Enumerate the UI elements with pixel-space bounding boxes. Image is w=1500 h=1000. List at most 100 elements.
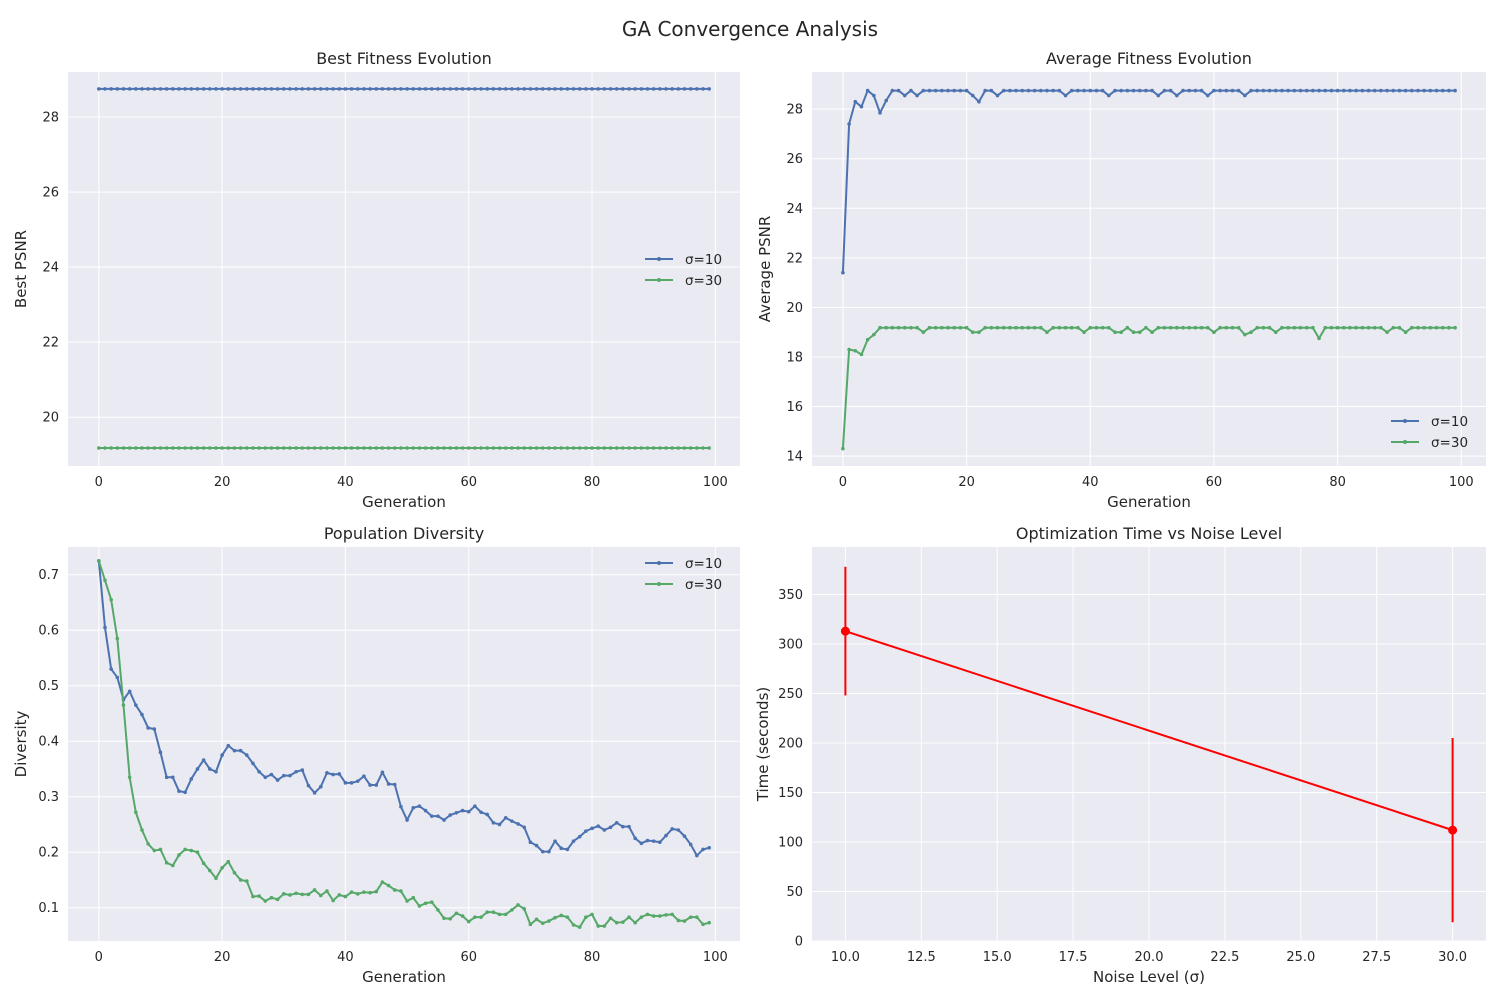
data-point (207, 767, 212, 771)
data-point (1453, 88, 1457, 93)
data-point (1131, 330, 1136, 334)
data-point (318, 446, 323, 450)
x-axis-label: Generation (1107, 493, 1191, 511)
data-point (127, 87, 132, 91)
data-point (134, 446, 138, 450)
data-point (952, 88, 957, 93)
data-point (121, 703, 126, 707)
data-point (1298, 325, 1303, 330)
data-point (109, 87, 113, 91)
data-point (559, 446, 564, 450)
data-point (995, 93, 1000, 98)
data-point (269, 772, 274, 777)
data-point (1409, 325, 1414, 330)
data-point (522, 87, 527, 91)
data-point (896, 88, 901, 93)
data-point (584, 829, 588, 833)
data-point (300, 768, 305, 772)
data-point (1317, 336, 1321, 341)
data-point (970, 93, 975, 98)
data-point (1267, 325, 1272, 330)
data-point (127, 689, 132, 694)
data-point (127, 446, 132, 450)
legend-marker (1403, 440, 1407, 444)
data-point (1038, 88, 1043, 93)
x-tick-label: 100 (703, 475, 728, 490)
data-point (590, 912, 594, 917)
data-point (1168, 325, 1173, 330)
data-point (115, 675, 120, 680)
data-point (380, 770, 385, 775)
data-point (152, 848, 157, 853)
data-point (627, 87, 631, 91)
data-point (1354, 325, 1358, 330)
data-point (1261, 88, 1266, 93)
data-point (1416, 88, 1420, 93)
data-point (639, 446, 644, 450)
data-point (1236, 88, 1241, 93)
data-point (1329, 325, 1334, 330)
data-point (577, 925, 582, 929)
data-point (510, 819, 514, 823)
data-point (306, 87, 311, 91)
data-point (670, 87, 674, 91)
data-point (1286, 325, 1290, 330)
data-point (127, 775, 132, 780)
data-point (263, 446, 268, 450)
data-point (596, 446, 601, 450)
data-point (670, 827, 674, 831)
data-point (682, 446, 687, 450)
data-point (1144, 325, 1148, 330)
data-point (146, 87, 150, 91)
data-point (840, 626, 850, 636)
data-point (1187, 88, 1191, 93)
time-line (845, 630, 1453, 832)
x-tick-label: 40 (1082, 475, 1099, 490)
data-point (238, 748, 243, 753)
data-point (423, 446, 428, 450)
data-point (491, 910, 496, 914)
data-point (306, 783, 311, 788)
data-point (1051, 88, 1055, 93)
y-tick-label: 28 (786, 103, 803, 118)
data-point (658, 446, 662, 450)
data-point (664, 446, 668, 450)
data-point (614, 821, 619, 825)
legend-label: σ=30 (685, 273, 722, 289)
data-point (1434, 325, 1439, 330)
data-point (146, 446, 150, 450)
data-point (1113, 330, 1117, 334)
data-point (701, 847, 705, 852)
data-point (121, 446, 126, 450)
data-point (380, 446, 385, 450)
data-point (183, 790, 187, 795)
data-point (1020, 88, 1025, 93)
data-point (1156, 325, 1161, 330)
x-tick-label: 80 (584, 950, 601, 965)
data-point (1335, 325, 1340, 330)
legend-marker (657, 582, 661, 586)
x-tick-label: 80 (1329, 475, 1346, 490)
data-point (1243, 332, 1247, 337)
data-point (1137, 330, 1142, 334)
data-point (362, 87, 366, 91)
data-point (695, 446, 699, 450)
data-point (183, 446, 187, 450)
data-point (374, 889, 379, 894)
data-point (423, 808, 428, 813)
data-point (473, 87, 477, 91)
y-tick-label: 0.1 (38, 901, 59, 916)
data-point (707, 920, 711, 925)
data-point (571, 87, 576, 91)
data-point (399, 804, 403, 809)
data-point (479, 87, 483, 91)
data-point (171, 446, 175, 450)
data-point (645, 912, 650, 917)
data-point (927, 325, 932, 330)
data-point (109, 597, 113, 602)
data-point (896, 325, 901, 330)
data-point (103, 87, 107, 91)
data-point (442, 818, 446, 822)
data-point (158, 750, 163, 755)
data-point (386, 883, 391, 888)
